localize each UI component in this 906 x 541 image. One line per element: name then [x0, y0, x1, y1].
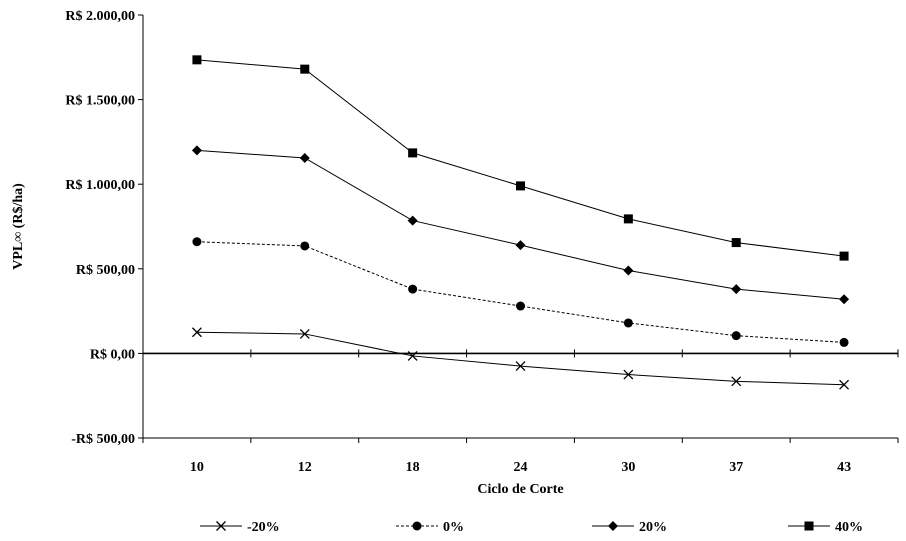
x-tick-label: 24 — [514, 460, 528, 475]
legend-marker — [608, 521, 618, 531]
data-point — [839, 379, 850, 390]
legend-item: 20% — [592, 520, 667, 535]
series-4 — [192, 55, 849, 261]
data-point — [623, 265, 634, 276]
x-tick-label: 43 — [837, 460, 851, 475]
x-axis-ticks: 10 12 18 24 30 37 43 — [142, 349, 899, 475]
data-point — [191, 145, 202, 156]
y-tick-label: -R$ 500,00 — [71, 432, 135, 447]
data-point — [299, 328, 310, 339]
data-point — [300, 241, 310, 251]
data-point — [408, 148, 418, 158]
y-axis-ticks: -R$ 500,00 R$ 0,00 R$ 500,00 R$ 1.000,00 R$ … — [65, 9, 143, 447]
axes — [142, 15, 898, 439]
data-point — [623, 318, 633, 328]
data-point — [731, 376, 742, 387]
data-point — [299, 152, 310, 163]
y-tick-label: R$ 2.000,00 — [65, 9, 135, 24]
data-point — [623, 369, 634, 380]
x-tick-label: 30 — [621, 460, 635, 475]
y-tick-label: R$ 0,00 — [90, 347, 135, 362]
data-point — [623, 214, 633, 224]
series-layer — [191, 55, 850, 390]
legend: -20% 0% 20% 40% — [200, 520, 863, 535]
series-line — [196, 149, 845, 300]
series-line — [196, 241, 845, 343]
legend-item: 40% — [788, 520, 863, 535]
data-point — [516, 181, 525, 191]
x-tick-label: 10 — [190, 460, 204, 475]
x-axis-label: Ciclo de Corte — [477, 482, 563, 497]
legend-item: -20% — [200, 520, 280, 535]
data-point — [731, 284, 742, 295]
series-3 — [191, 145, 850, 305]
data-point — [516, 301, 525, 311]
series-2 — [192, 237, 849, 347]
data-point — [407, 215, 418, 226]
x-tick-label: 37 — [729, 460, 743, 475]
y-tick-label: R$ 1.500,00 — [65, 94, 135, 109]
data-point — [300, 64, 310, 74]
legend-label: -20% — [247, 520, 280, 535]
data-point — [731, 331, 741, 341]
series-line — [196, 331, 845, 386]
data-point — [515, 240, 526, 251]
legend-label: 0% — [443, 520, 464, 535]
data-point — [192, 237, 202, 247]
y-tick-label: R$ 1.000,00 — [65, 178, 135, 193]
legend-item: 0% — [396, 520, 464, 535]
y-tick-label: R$ 500,00 — [76, 263, 135, 278]
legend-label: 40% — [835, 520, 863, 535]
legend-marker — [412, 521, 422, 531]
data-point — [839, 251, 849, 261]
data-point — [839, 294, 850, 305]
legend-marker — [804, 521, 814, 531]
legend-label: 20% — [639, 520, 667, 535]
data-point — [839, 337, 849, 347]
x-tick-label: 18 — [406, 460, 420, 475]
data-point — [515, 361, 526, 372]
data-point — [192, 55, 202, 65]
series-line — [196, 59, 845, 257]
data-point — [731, 238, 741, 248]
x-tick-label: 12 — [298, 460, 312, 475]
legend-marker — [216, 521, 226, 531]
y-axis-label: VPL∞ (R$/ha) — [11, 183, 26, 270]
series-1 — [191, 327, 850, 390]
data-point — [191, 327, 202, 338]
data-point — [408, 284, 418, 294]
data-point — [407, 350, 418, 361]
